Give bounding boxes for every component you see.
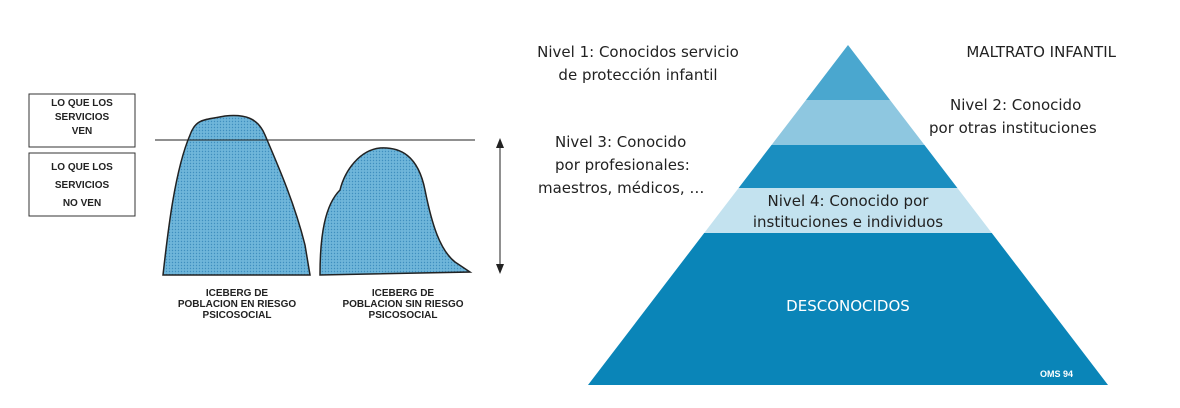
box-text: VEN (72, 126, 93, 137)
level-text: Nivel 4: Conocido por (768, 192, 930, 210)
box-seen (28, 93, 136, 148)
pyramid-level-4 (704, 188, 992, 233)
pyramid-title: MALTRATO INFANTIL (966, 43, 1116, 61)
iceberg-label: POBLACION EN RIESGO (178, 299, 297, 310)
level-text: maestros, médicos, … (538, 179, 704, 197)
iceberg-risk (162, 114, 311, 276)
level-text: de protección infantil (558, 66, 717, 84)
level-text: por otras instituciones (929, 119, 1097, 137)
iceberg-label: PSICOSOCIAL (203, 310, 272, 321)
box-text: NO VEN (63, 198, 101, 209)
iceberg-label: ICEBERG DE (206, 288, 269, 299)
box-text: LO QUE LOS (51, 162, 113, 173)
iceberg-no-risk (319, 147, 473, 276)
iceberg-label: POBLACION SIN RIESGO (342, 299, 463, 310)
box-text: LO QUE LOS (51, 98, 113, 109)
level-text: Nivel 2: Conocido (950, 96, 1081, 114)
bottom-label: DESCONOCIDOS (786, 297, 910, 315)
level-text: por profesionales: (555, 156, 690, 174)
level-text: instituciones e individuos (753, 213, 943, 231)
source: OMS 94 (1040, 369, 1073, 379)
pyramid-level-3 (738, 145, 958, 188)
level-text: Nivel 1: Conocidos servicio (537, 43, 739, 61)
iceberg-label: PSICOSOCIAL (369, 310, 438, 321)
pyramid-level-2 (771, 100, 925, 145)
level-text: Nivel 3: Conocido (555, 133, 686, 151)
iceberg-label: ICEBERG DE (372, 288, 435, 299)
box-text: SERVICIOS (55, 112, 110, 123)
box-unseen (28, 152, 136, 217)
pyramid-level-1 (806, 45, 890, 100)
box-text: SERVICIOS (55, 180, 110, 191)
pyramid-base (588, 233, 1108, 385)
